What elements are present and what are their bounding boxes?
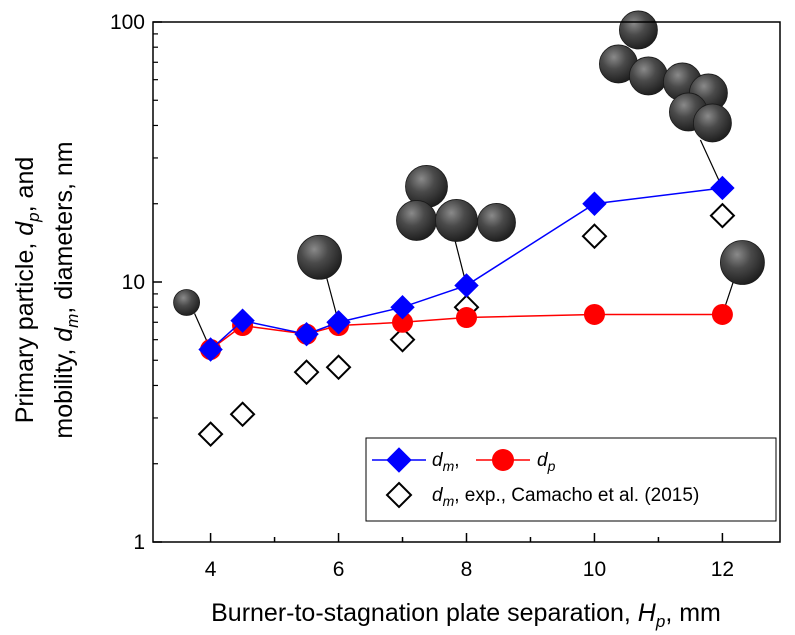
series-dp [200, 304, 733, 360]
single-primary-particle-4 [720, 240, 764, 314]
y-axis-title-line-1: Primary particle, dp, and [11, 157, 43, 424]
point-dm [711, 176, 734, 199]
aggregate-many-particles-3 [599, 11, 731, 188]
legend: dm, dp dm, exp., Camacho et al. (2015) [366, 438, 776, 521]
primary-particle-sphere [619, 11, 657, 49]
x-tick-label: 12 [711, 558, 734, 581]
aggregate-four-particles-2 [397, 165, 516, 285]
x-tick-label: 4 [205, 558, 217, 581]
primary-particle-sphere [174, 290, 200, 316]
primary-particle-sphere [436, 199, 478, 241]
point-dm [391, 296, 414, 319]
x-axis-title: Burner-to-stagnation plate separation, H… [211, 599, 721, 631]
x-tick-label: 10 [583, 558, 606, 581]
point-dm_exp [583, 225, 606, 248]
x-tick-label: 6 [333, 558, 345, 581]
primary-particle-sphere [720, 240, 764, 284]
legend-box [366, 438, 776, 521]
y-tick-label: 100 [110, 11, 145, 34]
point-dm_exp [711, 204, 734, 227]
point-dp [712, 304, 733, 325]
single-primary-particle-0 [174, 290, 211, 350]
point-dp [456, 307, 477, 328]
primary-particle-sphere [629, 57, 667, 95]
point-dm_exp [231, 403, 254, 426]
y-axis-title-line-2: mobility, dm, diameters, nm [50, 141, 82, 438]
point-dm [295, 323, 318, 346]
primary-particle-sphere [478, 203, 516, 241]
x-tick-label: 8 [461, 558, 473, 581]
point-dm_exp [199, 423, 222, 446]
point-dm_exp [327, 356, 350, 379]
y-tick-label: 10 [122, 271, 145, 294]
primary-particle-sphere [693, 104, 731, 142]
y-tick-label: 1 [133, 531, 145, 554]
primary-particle-sphere [298, 235, 342, 279]
point-dm [455, 274, 478, 297]
primary-particle-sphere [397, 200, 437, 240]
point-dp [584, 304, 605, 325]
point-dm [583, 192, 606, 215]
single-primary-particle-1 [298, 235, 342, 322]
legend-exp-label: dm, exp., Camacho et al. (2015) [432, 485, 699, 509]
point-dm_exp [295, 361, 318, 384]
legend-dp-marker [492, 449, 514, 471]
